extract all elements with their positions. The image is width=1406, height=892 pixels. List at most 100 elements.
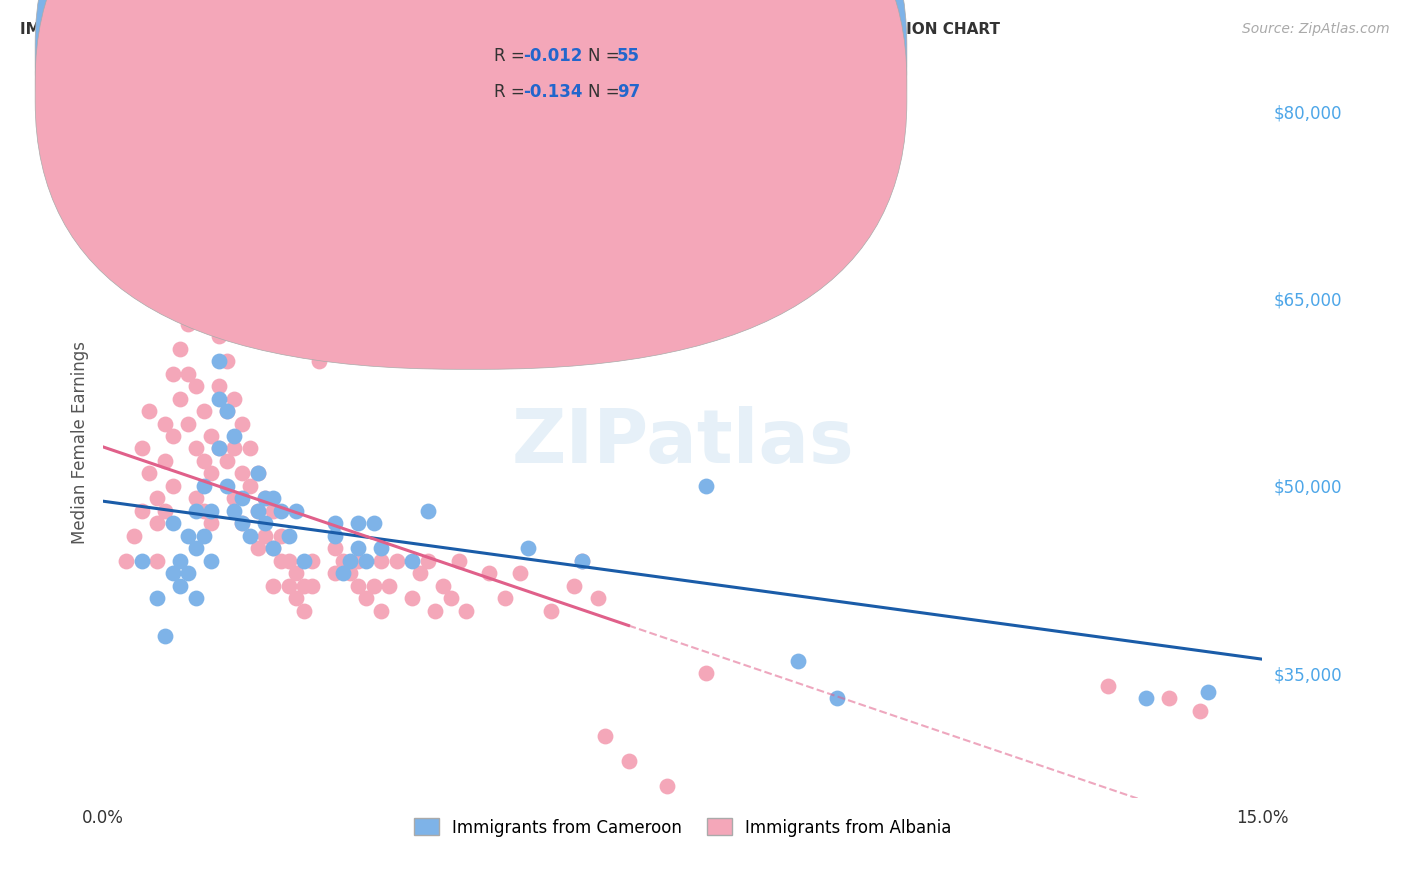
Point (200, 467, 222, 481)
Point (285, 566, 308, 581)
Point (323, 516, 346, 531)
Point (564, 579, 586, 593)
Point (633, 317, 655, 331)
Point (122, 529, 145, 543)
Point (1097, 679, 1119, 693)
Text: -0.012: -0.012 (523, 46, 582, 64)
Point (193, 404, 215, 418)
Point (162, 429, 184, 443)
Point (695, 479, 717, 493)
Point (825, 691, 848, 706)
Point (200, 429, 222, 443)
Point (239, 442, 262, 456)
Point (571, 554, 593, 568)
Point (254, 529, 277, 543)
Point (285, 591, 308, 606)
Point (169, 342, 191, 356)
Point (177, 529, 200, 543)
Point (193, 529, 215, 543)
Point (292, 604, 315, 618)
Point (131, 504, 153, 518)
Point (169, 579, 191, 593)
Point (200, 504, 222, 518)
Point (231, 491, 253, 506)
Point (354, 591, 377, 606)
Point (292, 579, 315, 593)
Point (131, 442, 153, 456)
Point (177, 367, 200, 381)
Point (231, 467, 253, 481)
Point (177, 566, 200, 581)
Point (695, 666, 717, 681)
Point (370, 554, 392, 568)
Point (162, 479, 184, 493)
Point (416, 554, 439, 568)
Point (184, 442, 207, 456)
Point (146, 516, 169, 531)
Point (347, 541, 370, 556)
Point (208, 379, 231, 393)
Point (208, 392, 231, 406)
Point (115, 554, 138, 568)
Point (246, 504, 269, 518)
Point (285, 504, 308, 518)
Point (509, 566, 531, 581)
Point (224, 504, 246, 518)
Point (239, 529, 262, 543)
Point (200, 554, 222, 568)
Point (401, 591, 423, 606)
Point (146, 591, 169, 606)
Point (138, 467, 160, 481)
Point (262, 579, 284, 593)
Point (425, 604, 447, 618)
Point (169, 392, 191, 406)
Point (655, 779, 678, 793)
Point (138, 404, 160, 418)
Point (595, 729, 617, 743)
Point (787, 654, 810, 668)
Point (378, 579, 401, 593)
Point (354, 554, 377, 568)
Point (323, 566, 346, 581)
Point (239, 479, 262, 493)
Point (323, 529, 346, 543)
Point (270, 554, 292, 568)
Point (363, 579, 385, 593)
Point (215, 479, 238, 493)
Point (208, 354, 231, 368)
Text: Source: ZipAtlas.com: Source: ZipAtlas.com (1241, 22, 1389, 37)
Point (416, 504, 439, 518)
Point (262, 541, 284, 556)
Point (1197, 685, 1219, 699)
Point (184, 379, 207, 393)
Point (193, 454, 215, 468)
Point (571, 554, 593, 568)
Text: -0.134: -0.134 (523, 83, 582, 101)
Text: 97: 97 (617, 83, 641, 101)
Point (169, 554, 191, 568)
Point (193, 479, 215, 493)
Point (153, 454, 176, 468)
Point (224, 392, 246, 406)
Point (184, 504, 207, 518)
Text: R =: R = (494, 83, 530, 101)
Point (224, 429, 246, 443)
Text: ZIPatlas: ZIPatlas (512, 406, 853, 479)
Point (347, 579, 370, 593)
Point (432, 579, 454, 593)
Point (277, 529, 299, 543)
Point (347, 554, 370, 568)
Point (215, 354, 238, 368)
Legend: Immigrants from Cameroon, Immigrants from Albania: Immigrants from Cameroon, Immigrants fro… (406, 812, 959, 843)
Point (363, 516, 385, 531)
Point (1189, 704, 1212, 718)
Text: R =: R = (494, 46, 530, 64)
Point (323, 541, 346, 556)
Point (177, 417, 200, 431)
Point (254, 491, 277, 506)
Point (246, 504, 269, 518)
Point (517, 541, 540, 556)
Point (270, 504, 292, 518)
Point (339, 554, 361, 568)
Point (347, 516, 370, 531)
